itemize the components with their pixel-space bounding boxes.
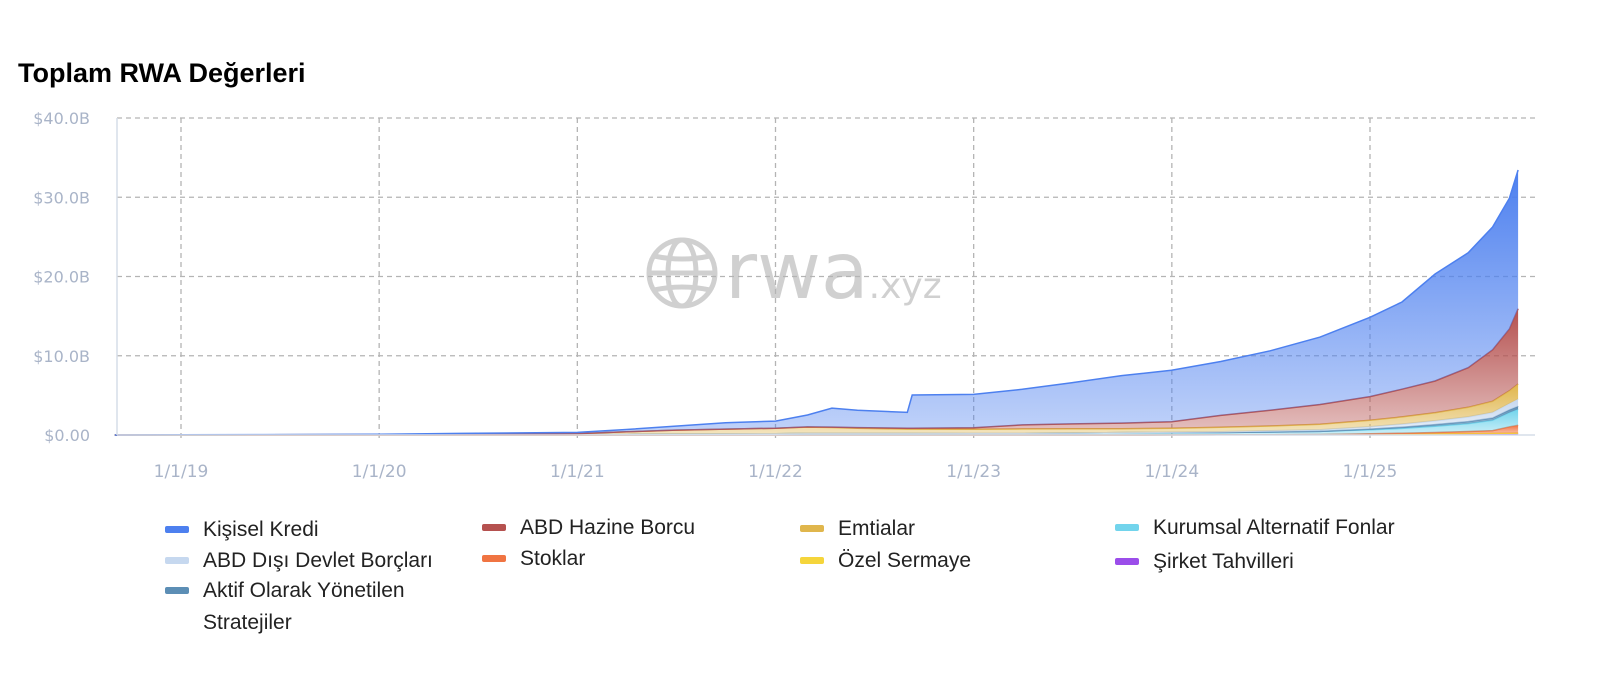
- legend-swatch: [1115, 524, 1139, 531]
- legend-item-sirket-tahvilleri[interactable]: Şirket Tahvilleri: [1115, 546, 1294, 578]
- legend-swatch: [165, 557, 189, 564]
- legend-label: Aktif Olarak Yönetilen Stratejiler: [203, 579, 405, 634]
- x-tick-label: 1/1/19: [154, 462, 209, 482]
- legend-label: Kişisel Kredi: [203, 518, 319, 541]
- y-tick-label: $20.0B: [33, 268, 90, 287]
- line-kisisel-kredi: [114, 169, 1519, 436]
- x-axis-ticks: 1/1/19 1/1/20 1/1/21 1/1/22 1/1/23 1/1/24 1/1/…: [154, 462, 1398, 482]
- legend-label: ABD Dışı Devlet Borçları: [203, 549, 433, 572]
- legend-item-ozel-sermaye[interactable]: Özel Sermaye: [800, 545, 971, 577]
- y-tick-label: $30.0B: [33, 188, 90, 207]
- legend-label: Emtialar: [838, 517, 916, 540]
- y-tick-label: $10.0B: [33, 347, 90, 366]
- legend-label: Kurumsal Alternatif Fonlar: [1153, 516, 1395, 539]
- x-tick-label: 1/1/25: [1343, 462, 1398, 482]
- x-tick-label: 1/1/21: [550, 462, 605, 482]
- y-tick-label: $40.0B: [33, 109, 90, 128]
- legend-swatch: [482, 555, 506, 562]
- x-tick-label: 1/1/23: [946, 462, 1001, 482]
- x-tick-label: 1/1/20: [352, 462, 407, 482]
- legend-swatch: [165, 587, 189, 594]
- area-kurumsal-alternatif-fonlar: [114, 409, 1519, 435]
- legend-swatch: [800, 525, 824, 532]
- legend-item-emtialar[interactable]: Emtialar: [800, 513, 915, 545]
- watermark: rwa.xyz: [646, 227, 942, 317]
- legend-item-abd-hazine-borcu[interactable]: ABD Hazine Borcu: [482, 512, 695, 544]
- x-tick-label: 1/1/24: [1144, 462, 1199, 482]
- legend-swatch: [1115, 558, 1139, 565]
- legend-swatch: [800, 557, 824, 564]
- legend-item-aktif-olarak-yonetilen-stratejiler[interactable]: Aktif Olarak Yönetilen Stratejiler: [165, 575, 465, 639]
- legend-item-abd-disi-devlet-borclari[interactable]: ABD Dışı Devlet Borçları: [165, 545, 433, 577]
- legend-label: Özel Sermaye: [838, 549, 972, 572]
- watermark-text: rwa.xyz: [725, 227, 942, 317]
- y-axis-ticks: $0.00 $10.0B $20.0B $30.0B $40.0B: [33, 109, 90, 445]
- legend-label: Şirket Tahvilleri: [1153, 550, 1294, 573]
- legend-item-kurumsal-alternatif-fonlar[interactable]: Kurumsal Alternatif Fonlar: [1115, 512, 1395, 544]
- legend-item-kisisel-kredi[interactable]: Kişisel Kredi: [165, 514, 319, 546]
- x-tick-label: 1/1/22: [748, 462, 803, 482]
- area-chart: rwa.xyz $0.00 $10.0B $20.0B $30.0B $40.0B 1/…: [33, 109, 1535, 482]
- legend-item-stoklar[interactable]: Stoklar: [482, 543, 585, 575]
- globe-icon: [646, 237, 718, 309]
- y-tick-label: $0.00: [44, 426, 90, 445]
- legend-label: ABD Hazine Borcu: [520, 516, 696, 539]
- legend-swatch: [482, 524, 506, 531]
- legend-swatch: [165, 526, 189, 533]
- chart-title: Toplam RWA Değerleri: [18, 58, 306, 88]
- axes: [116, 118, 1535, 436]
- legend-label: Stoklar: [520, 547, 586, 570]
